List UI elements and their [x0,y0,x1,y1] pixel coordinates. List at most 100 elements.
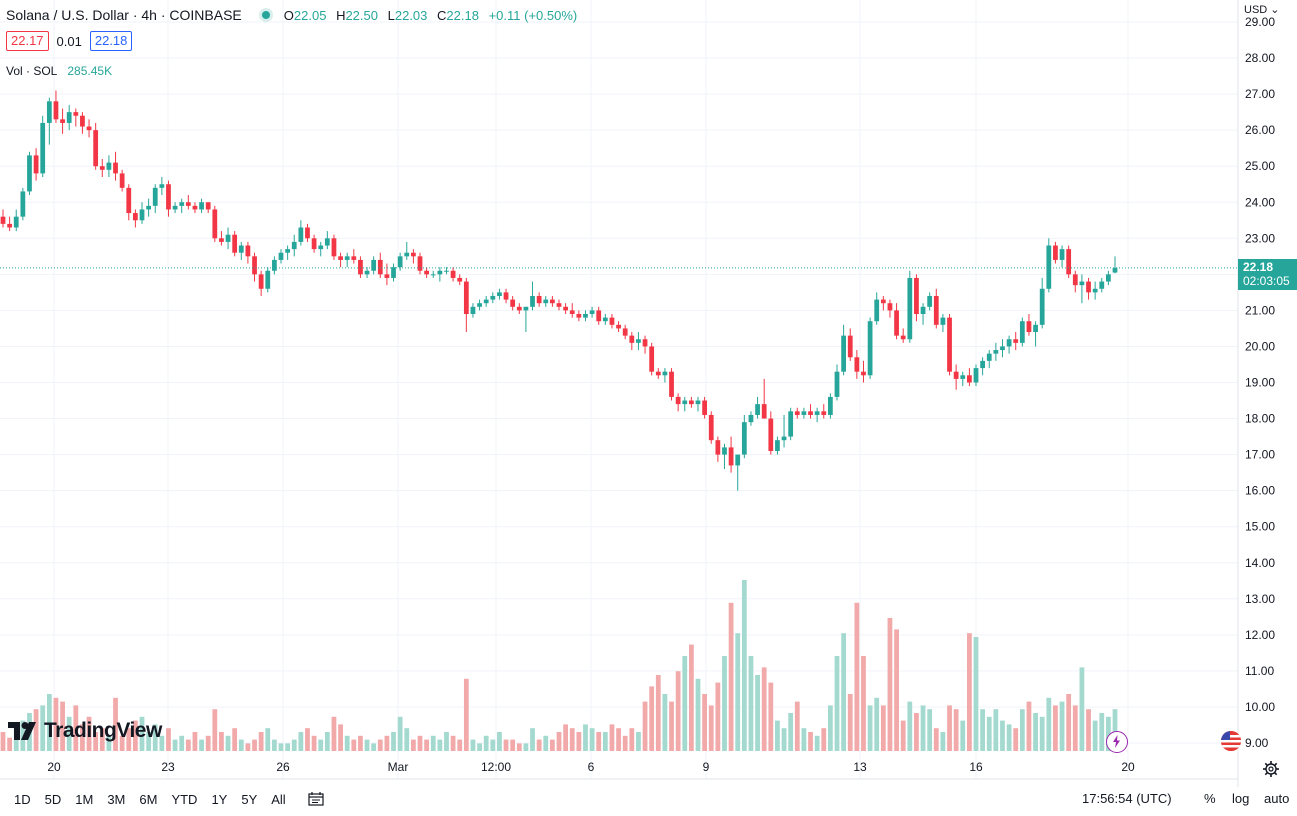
symbol-legend[interactable]: Solana / U.S. Dollar · 4h · COINBASE O22… [6,6,577,24]
gear-icon[interactable] [1262,760,1280,778]
volume-bar [880,705,886,751]
volume-bar [688,644,694,751]
range-ytd[interactable]: YTD [171,791,198,807]
candle-body [549,299,555,304]
candle-body [556,303,562,307]
auto-toggle[interactable]: auto [1264,791,1290,806]
candle-body [410,252,416,257]
volume-bar [503,739,509,751]
close-value: 22.18 [446,7,479,23]
candle-body [358,259,363,275]
candle-body [232,234,238,253]
volume-bar [682,656,688,751]
volume-bar [417,735,423,751]
candle-body [794,411,800,415]
volume-bar [569,728,575,751]
candle-body [503,292,509,300]
x-tick-label: 16 [969,760,983,774]
ohlc-values: O22.05 H22.50 L22.03 C22.18 +0.11 (+0.50… [284,8,577,23]
candle-body [530,295,535,307]
bar-countdown: 02:03:05 [1243,274,1290,288]
price-axis: 29.0028.0027.0026.0025.0024.0023.0022.00… [1245,15,1275,750]
volume-legend[interactable]: Vol · SOL 285.45K [6,64,112,78]
candle-body [1066,249,1072,275]
candle-body [1072,274,1078,286]
candle-body [933,295,939,325]
volume-bar [887,618,893,751]
currency-selector[interactable]: USD ⌄ [1244,3,1280,16]
grid-lines [0,0,1238,779]
volume-bar [86,716,92,751]
volume-bar [344,735,350,751]
candle-body [311,238,317,250]
volume-bar [530,728,535,751]
candle-body [252,256,257,275]
volume-bar [563,724,569,751]
range-5d[interactable]: 5D [44,791,62,807]
candle-body [722,447,727,455]
candle-body [450,270,456,278]
candle-body [1112,267,1118,273]
volume-bar [821,728,827,751]
volume-bar [278,743,284,751]
candle-body [583,314,588,318]
logo-text: TradingView [44,719,162,742]
volume-bar [589,728,595,751]
candle-body [33,155,39,174]
range-5y[interactable]: 5Y [241,791,258,807]
volume-bar [258,732,264,751]
candle-body [225,234,231,242]
volume-bar [7,737,13,751]
x-tick-label: Mar [388,760,409,774]
candle-body [417,256,423,271]
candle-body [324,238,330,246]
volume-bar [920,705,926,751]
volume-bar [463,678,469,751]
candle-body [338,256,343,260]
volume-bar [834,656,840,751]
candle-body [947,317,952,372]
candle-body [748,414,754,423]
ask-price-box[interactable]: 22.18 [89,31,133,51]
volume-bar [318,739,324,751]
range-1y[interactable]: 1Y [211,791,228,807]
close-label: C [437,7,447,23]
percent-toggle[interactable]: % [1204,791,1216,806]
lightning-icon[interactable] [1106,731,1128,753]
volume-bar [225,735,231,751]
candle-body [457,277,463,282]
volume-bar [649,686,655,751]
candle-body [245,245,251,257]
candles [0,90,1118,491]
range-3m[interactable]: 3M [107,791,126,807]
volume-bar [695,678,701,751]
volume-bar [377,739,383,751]
volume-label: Vol · SOL [6,64,58,78]
bid-price-box[interactable]: 22.17 [6,31,49,51]
range-6m[interactable]: 6M [139,791,158,807]
tradingview-logo[interactable]: TradingView [8,719,162,743]
volume-bar [576,732,582,751]
candle-body [212,209,218,239]
bid-ask-row: 22.17 0.01 22.18 [6,31,133,51]
volume-bar [199,739,204,751]
us-flag-icon[interactable] [1221,731,1241,751]
candle-body [99,166,105,170]
log-toggle[interactable]: log [1232,791,1250,806]
candle-body [1019,321,1025,343]
volume-bar [874,697,880,751]
high-value: 22.50 [345,7,378,23]
volume-bar [549,739,555,751]
range-1m[interactable]: 1M [75,791,94,807]
symbol-title[interactable]: Solana / U.S. Dollar · 4h · COINBASE [6,7,242,23]
volume-bar [437,739,443,751]
utc-clock[interactable]: 17:56:54 (UTC) [1082,791,1172,806]
range-1d[interactable]: 1D [14,791,31,807]
candle-body [510,299,516,307]
calendar-icon[interactable] [308,792,324,806]
y-tick-label: 26.00 [1245,123,1275,137]
range-all[interactable]: All [271,791,286,807]
volume-bar [761,667,767,751]
